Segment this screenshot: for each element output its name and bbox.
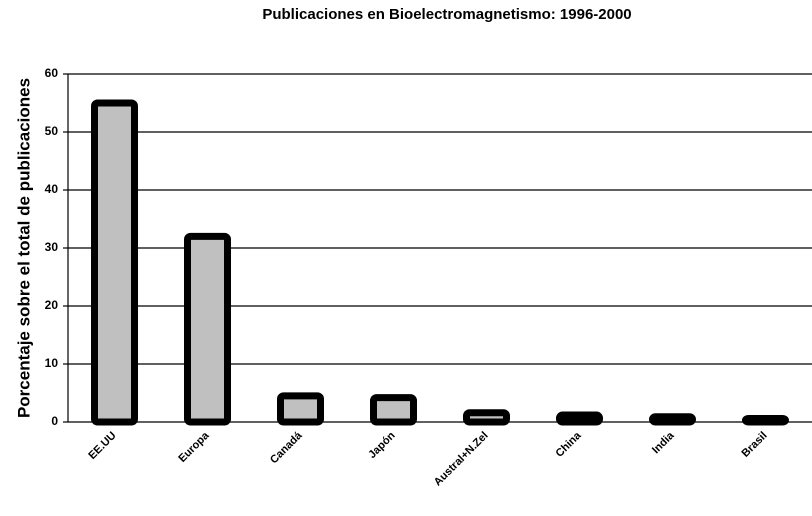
y-tick-label: 10: [45, 356, 59, 370]
bar: [277, 392, 324, 426]
bar: [649, 413, 696, 426]
y-tick-label: 50: [45, 124, 59, 138]
bar: [184, 232, 231, 426]
y-tick-label: 40: [45, 182, 59, 196]
bar: [370, 394, 417, 426]
y-tick-label: 20: [45, 298, 59, 312]
y-tick-label: 60: [45, 66, 59, 80]
y-axis-label: Porcentaje sobre el total de publicacion…: [14, 78, 33, 418]
x-tick-label: Japón: [366, 429, 398, 461]
bar: [742, 415, 789, 426]
bar: [463, 409, 510, 426]
x-tick-label: Europa: [176, 429, 212, 465]
y-tick-label: 0: [51, 414, 58, 428]
x-tick-label: India: [650, 429, 677, 456]
x-tick-label: Canadá: [268, 429, 305, 466]
x-tick-label: EE.UU: [86, 430, 118, 462]
bar: [91, 99, 138, 426]
y-tick-label: 30: [45, 240, 59, 254]
x-tick-label: China: [554, 429, 585, 460]
x-tick-label: Brasil: [740, 430, 770, 460]
chart-title: Publicaciones en Bioelectromagnetismo: 1…: [262, 6, 631, 23]
x-tick-label: Austral+N.Zel: [432, 430, 491, 489]
bar: [556, 411, 603, 426]
